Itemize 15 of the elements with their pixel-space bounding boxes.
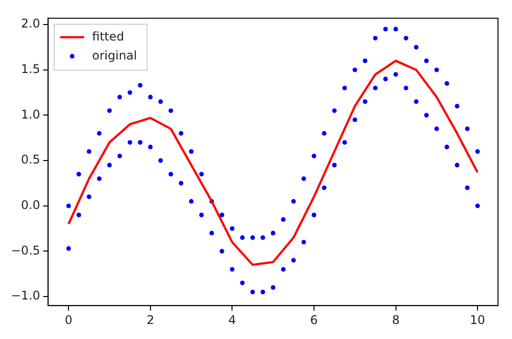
x-tick-label: 10: [470, 312, 486, 327]
y-tick-label: −0.5: [11, 243, 40, 258]
y-tick-label: 0.5: [21, 152, 40, 167]
x-tick-label: 4: [228, 312, 236, 327]
legend-label: original: [92, 48, 137, 62]
x-tick-label: 8: [392, 312, 400, 327]
y-tick-label: 1.5: [21, 62, 40, 76]
y-tick-label: −1.0: [11, 288, 40, 303]
y-tick-label: 0.0: [21, 198, 40, 212]
x-tick-label: 2: [146, 312, 154, 327]
y-tick-label: 2.0: [21, 16, 40, 31]
x-tick-label: 6: [310, 312, 318, 327]
legend-label: fitted: [92, 29, 124, 44]
x-tick-label: 0: [64, 312, 72, 327]
y-tick-label: 1.0: [21, 107, 40, 122]
